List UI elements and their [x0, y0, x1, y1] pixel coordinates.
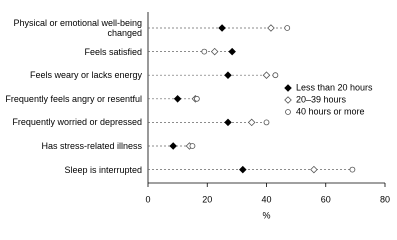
x-tick-label: 80	[380, 194, 390, 204]
category-label: Sleep is interrupted	[64, 164, 142, 175]
x-tick-label: 20	[202, 194, 212, 204]
dot	[169, 142, 177, 150]
plot: 0 20 40 60 80% Less than 20 hours 20–39 hours 4…	[145, 12, 390, 220]
chart: 0 20 40 60 80% Less than 20 hours 20–39 hours 4…	[5, 12, 390, 220]
dot	[349, 166, 356, 173]
dot	[201, 48, 208, 55]
dot	[263, 119, 270, 126]
x-axis-label: %	[262, 210, 270, 220]
x-tick-label: 40	[261, 194, 271, 204]
dot	[224, 71, 232, 79]
dot	[228, 47, 236, 56]
category-label: Frequently feels angry or resentful	[5, 93, 142, 104]
category-label: Physical or emotional well-being changed	[13, 18, 142, 38]
legend-label: 20–39 hours	[296, 94, 347, 104]
category-label: Frequently worried or depressed	[12, 117, 142, 128]
dot	[218, 24, 226, 32]
dot	[189, 143, 196, 149]
x-tick-label: 0	[145, 194, 150, 204]
legend-label: Less than 20 hours	[296, 82, 373, 92]
dot	[267, 24, 275, 32]
category-label: Feels weary or lacks energy	[29, 70, 142, 81]
dot	[224, 118, 232, 127]
dot	[272, 72, 279, 79]
dot	[210, 47, 219, 56]
dot	[284, 84, 292, 92]
dot	[239, 165, 247, 174]
dot	[193, 95, 200, 102]
x-tick-label: 60	[321, 194, 331, 204]
category-label: Has stress-related illness	[41, 141, 142, 151]
dot	[262, 71, 271, 79]
dot	[284, 25, 291, 31]
dot	[285, 109, 291, 115]
category-label: Feels satisfied	[84, 46, 142, 57]
dot	[247, 118, 256, 127]
dot	[284, 96, 292, 104]
dot	[310, 165, 318, 174]
legend-label: 40 hours or more	[296, 106, 365, 116]
dot	[173, 95, 182, 103]
